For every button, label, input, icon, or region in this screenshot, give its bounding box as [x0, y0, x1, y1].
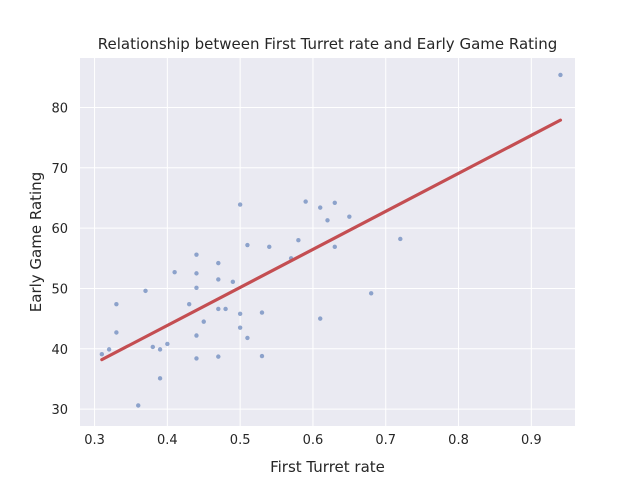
- data-point: [245, 242, 250, 248]
- data-point: [237, 325, 243, 330]
- y-tick-label: 50: [51, 282, 68, 297]
- data-point: [332, 244, 337, 250]
- data-point: [194, 356, 199, 361]
- fit-line: [100, 118, 563, 362]
- x-tick-label: 0.4: [157, 433, 178, 448]
- data-point: [303, 199, 308, 204]
- data-point: [194, 271, 199, 276]
- data-point: [368, 291, 374, 296]
- data-point: [237, 311, 243, 316]
- data-point: [332, 200, 337, 205]
- x-tick-label: 0.8: [448, 433, 469, 448]
- data-point: [186, 301, 192, 307]
- y-axis-label: Early Game Rating: [27, 172, 45, 312]
- x-tick-labels: 0.3 0.4 0.5 0.6 0.7 0.8 0.9: [84, 433, 541, 448]
- data-point: [223, 306, 228, 312]
- data-point: [259, 310, 265, 315]
- y-tick-labels: 30 40 50 60 70 80: [51, 101, 68, 418]
- grid-lines: [80, 58, 575, 426]
- data-point: [558, 72, 563, 78]
- data-point: [216, 306, 221, 312]
- x-tick-label: 0.9: [521, 433, 542, 448]
- data-point: [194, 285, 199, 291]
- data-point: [172, 269, 177, 275]
- data-point: [259, 353, 265, 359]
- data-point: [347, 214, 352, 219]
- data-point: [237, 202, 243, 207]
- data-point: [194, 333, 199, 338]
- data-point: [194, 252, 199, 257]
- y-tick-label: 70: [51, 162, 68, 177]
- data-point: [245, 335, 250, 341]
- data-point: [318, 205, 323, 210]
- data-point: [201, 319, 206, 324]
- data-point: [106, 347, 112, 352]
- data-point: [216, 277, 221, 282]
- y-tick-label: 80: [51, 101, 68, 116]
- data-point: [165, 341, 170, 347]
- data-point: [267, 244, 272, 250]
- data-point: [136, 403, 141, 408]
- data-point: [296, 237, 301, 243]
- y-tick-label: 60: [51, 222, 68, 237]
- y-tick-label: 30: [51, 403, 68, 418]
- data-point: [99, 352, 105, 357]
- data-point: [150, 344, 155, 350]
- data-points: [99, 72, 563, 408]
- data-point: [157, 376, 163, 381]
- x-tick-label: 0.6: [303, 433, 324, 448]
- fit-line-group: [100, 118, 563, 362]
- data-point: [114, 330, 119, 335]
- data-point: [157, 347, 163, 352]
- x-tick-label: 0.3: [84, 433, 105, 448]
- x-tick-label: 0.7: [375, 433, 396, 448]
- data-point: [114, 301, 119, 307]
- chart-title: Relationship between First Turret rate a…: [98, 35, 558, 53]
- y-tick-label: 40: [51, 343, 68, 358]
- data-point: [318, 316, 323, 321]
- data-point: [216, 260, 221, 266]
- data-point: [398, 236, 403, 242]
- data-point: [230, 279, 236, 285]
- data-point: [325, 218, 330, 223]
- x-axis-label: First Turret rate: [270, 458, 385, 476]
- data-point: [143, 288, 148, 294]
- x-tick-label: 0.5: [230, 433, 251, 448]
- data-point: [216, 354, 221, 359]
